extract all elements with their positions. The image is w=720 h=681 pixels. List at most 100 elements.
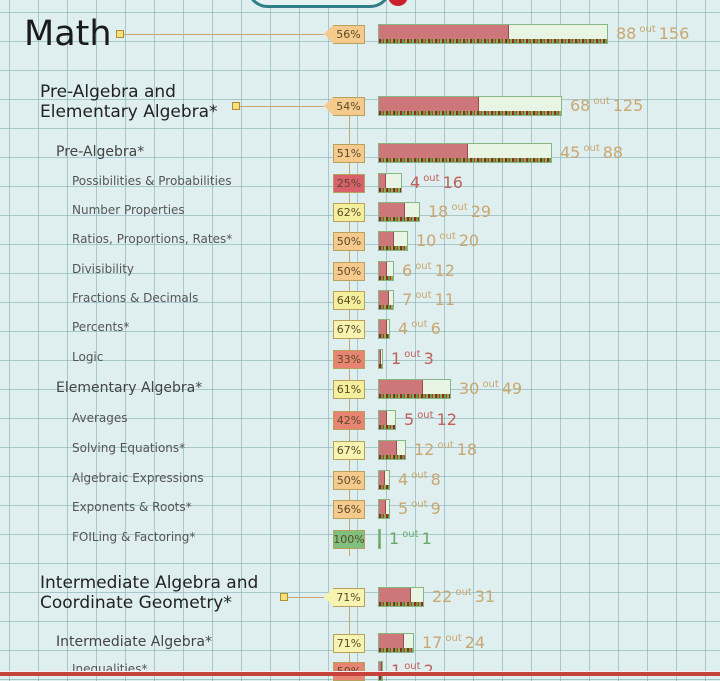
- progress-bar-fill: [379, 350, 381, 368]
- score-total: 18: [456, 440, 478, 459]
- progress-bar: [378, 440, 406, 460]
- score-out-label: out: [451, 202, 468, 213]
- topic-label: Ratios, Proportions, Rates*: [72, 232, 233, 246]
- topic-label: Percents*: [72, 320, 130, 334]
- score-total: 31: [474, 587, 496, 606]
- progress-bar: [378, 261, 394, 281]
- percent-badge: 51%: [333, 144, 365, 163]
- percent-value: 62%: [336, 206, 362, 219]
- score-current: 7: [402, 290, 413, 309]
- score-total: 20: [458, 231, 480, 250]
- progress-bar-fill: [379, 380, 423, 398]
- score-current: 18: [428, 202, 449, 221]
- topic-label: Pre-Algebra and Elementary Algebra*: [40, 82, 218, 122]
- progress-bar-fill: [379, 174, 386, 192]
- progress-bar: [378, 319, 390, 339]
- progress-bar: [378, 290, 394, 310]
- progress-bar-fill: [379, 97, 479, 115]
- progress-bar-history: [379, 334, 389, 338]
- connector-node: [280, 593, 288, 601]
- progress-bar-history: [379, 111, 561, 115]
- topic-label: Intermediate Algebra and Coordinate Geom…: [40, 573, 259, 613]
- score-current: 4: [398, 319, 409, 338]
- progress-bar: [378, 529, 381, 549]
- score-out-label: out: [423, 173, 440, 184]
- score-count: 18 out 29: [428, 202, 491, 221]
- progress-bar-history: [379, 217, 419, 221]
- percent-badge: 61%: [333, 380, 365, 399]
- progress-bar-history: [379, 544, 380, 548]
- percent-value: 100%: [333, 533, 365, 546]
- score-count: 68 out 125: [570, 96, 643, 115]
- progress-bar-fill: [379, 588, 411, 606]
- badge-pointer: [324, 25, 333, 43]
- progress-bar-history: [379, 602, 423, 606]
- score-count: 10 out 20: [416, 231, 479, 250]
- score-current: 4: [398, 470, 409, 489]
- score-current: 5: [398, 499, 409, 518]
- badge-pointer: [324, 588, 333, 606]
- score-current: 68: [570, 96, 591, 115]
- score-out-label: out: [593, 96, 610, 107]
- progress-bar-history: [379, 276, 393, 280]
- topic-label: Divisibility: [72, 262, 135, 276]
- percent-badge: 56%: [333, 500, 365, 519]
- topic-label: Math: [24, 14, 112, 54]
- progress-bar-fill: [379, 500, 386, 518]
- progress-bar-history: [379, 676, 382, 680]
- progress-bar: [378, 202, 420, 222]
- score-out-label: out: [402, 529, 419, 540]
- connector-node: [116, 30, 124, 38]
- score-count: 5 out 9: [398, 499, 441, 518]
- score-out-label: out: [411, 319, 428, 330]
- percent-value: 71%: [336, 637, 362, 650]
- progress-bar-history: [379, 485, 389, 489]
- score-total: 6: [430, 319, 441, 338]
- progress-bar-history: [379, 305, 393, 309]
- score-current: 1: [389, 529, 400, 548]
- progress-bar: [378, 143, 552, 163]
- progress-bar-fill: [379, 203, 405, 221]
- topic-label: Logic: [72, 350, 104, 364]
- progress-bar-fill: [379, 441, 397, 459]
- percent-value: 50%: [336, 235, 362, 248]
- score-count: 6 out 12: [402, 261, 455, 280]
- score-current: 10: [416, 231, 437, 250]
- score-current: 12: [414, 440, 435, 459]
- score-out-label: out: [482, 379, 499, 390]
- percent-badge: 71%: [324, 588, 365, 607]
- score-count: 4 out 16: [410, 173, 463, 192]
- percent-value: 54%: [336, 100, 361, 113]
- percent-value: 42%: [336, 414, 362, 427]
- top-tab[interactable]: [246, 0, 392, 8]
- progress-bar-fill: [379, 320, 387, 338]
- score-out-label: out: [445, 633, 462, 644]
- notification-dot: [388, 0, 408, 6]
- progress-bar-history: [379, 514, 389, 518]
- score-total: 9: [430, 499, 441, 518]
- score-count: 12 out 18: [414, 440, 477, 459]
- score-count: 5 out 12: [404, 410, 457, 429]
- progress-bar-history: [379, 39, 607, 43]
- progress-bar-fill: [379, 291, 389, 309]
- percent-badge: 67%: [333, 441, 365, 460]
- percent-value: 51%: [336, 147, 362, 160]
- score-out-label: out: [411, 470, 428, 481]
- score-current: 17: [422, 633, 443, 652]
- score-count: 45 out 88: [560, 143, 623, 162]
- progress-bar: [378, 173, 402, 193]
- score-count: 17 out 24: [422, 633, 485, 652]
- score-current: 5: [404, 410, 415, 429]
- progress-bar-history: [379, 188, 401, 192]
- score-out-label: out: [415, 290, 432, 301]
- progress-bar-history: [379, 425, 395, 429]
- score-out-label: out: [404, 349, 421, 360]
- percent-badge: 50%: [333, 471, 365, 490]
- score-total: 3: [423, 349, 434, 368]
- connector-line: [124, 34, 324, 35]
- score-total: 29: [470, 202, 492, 221]
- progress-bar-fill: [379, 471, 385, 489]
- progress-bar: [378, 410, 396, 430]
- percent-badge: 64%: [333, 291, 365, 310]
